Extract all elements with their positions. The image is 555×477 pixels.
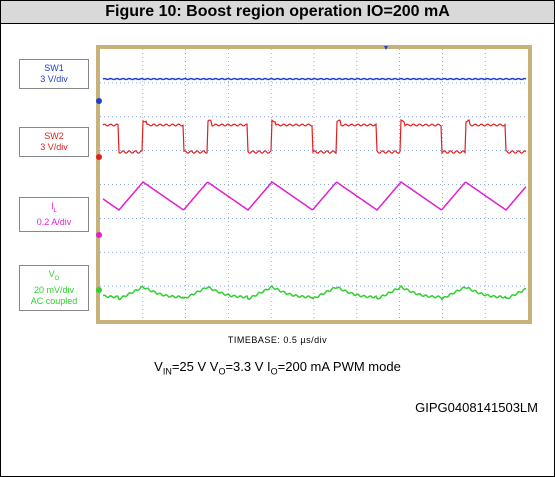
vo-marker <box>96 287 102 293</box>
vo-trace <box>102 284 527 301</box>
channel-name: VO <box>20 269 88 285</box>
channel-name: SW2 <box>44 131 64 141</box>
caption-text: =25 V V <box>171 359 219 374</box>
caption-sub: O <box>218 366 226 377</box>
sw1-trace <box>102 77 527 81</box>
il-marker <box>96 232 102 238</box>
sw1-label: SW1 3 V/div <box>19 59 89 89</box>
caption: VIN=25 V VO=3.3 V IO=200 mA PWM mode <box>1 359 554 377</box>
channel-scale: 0.2 A/div <box>36 216 72 227</box>
trigger-marker <box>384 46 388 50</box>
channel-name-sub: O <box>54 275 60 282</box>
channel-scale: 20 mV/div <box>33 284 75 295</box>
sw2-marker <box>96 154 102 160</box>
timebase: TIMEBASE: 0.5 µs/div <box>227 335 328 345</box>
channel-scale: 3 V/div <box>40 142 68 152</box>
sw2-trace <box>102 118 527 155</box>
caption-sub: IN <box>162 366 172 377</box>
il-trace <box>102 180 527 212</box>
channel-name-main: I <box>51 201 54 211</box>
channel-name: SW1 <box>44 63 64 73</box>
scope-screen <box>96 45 532 324</box>
channel-note: AC coupled <box>30 295 78 306</box>
caption-text: =3.3 V I <box>225 359 271 374</box>
vo-label: VO 20 mV/div AC coupled <box>19 265 89 311</box>
caption-sub: O <box>270 366 278 377</box>
caption-text: V <box>154 359 163 374</box>
il-label: IL 0.2 A/div <box>19 197 89 232</box>
channel-name-main: V <box>48 269 55 279</box>
channel-name: IL <box>20 201 88 217</box>
figure-code: GIPG0408141503LM <box>415 400 538 415</box>
caption-text: =200 mA PWM mode <box>277 359 401 374</box>
figure-title: Figure 10: Boost region operation IO=200… <box>1 1 554 24</box>
sw1-marker <box>96 98 102 104</box>
sw2-label: SW2 3 V/div <box>19 127 89 157</box>
channel-name-sub: L <box>53 207 57 214</box>
channel-scale: 3 V/div <box>40 74 68 84</box>
